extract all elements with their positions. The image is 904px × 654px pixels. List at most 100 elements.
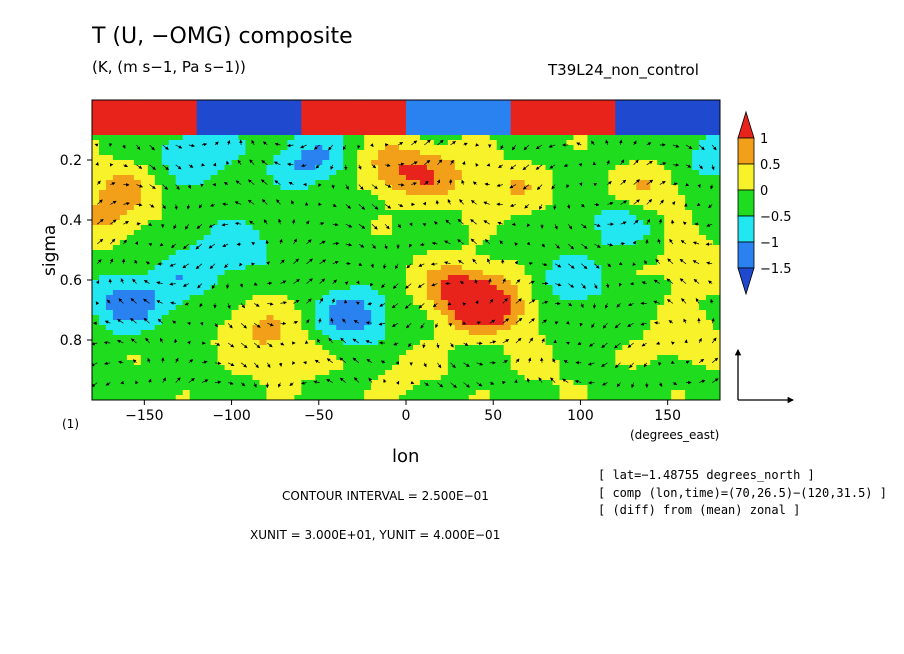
field-cell bbox=[350, 320, 358, 326]
field-cell bbox=[315, 170, 323, 176]
field-cell bbox=[531, 180, 540, 186]
field-cell bbox=[559, 295, 568, 301]
field-cell bbox=[615, 220, 623, 226]
field-cell bbox=[531, 295, 540, 301]
field-cell bbox=[350, 155, 358, 161]
field-cell bbox=[105, 315, 114, 321]
field-cell bbox=[531, 165, 540, 171]
field-cell bbox=[210, 250, 219, 256]
field-cell bbox=[175, 230, 184, 236]
field-cell bbox=[496, 295, 505, 301]
field-cell bbox=[392, 325, 400, 331]
field-cell bbox=[378, 205, 386, 211]
field-cell bbox=[412, 115, 421, 121]
field-cell bbox=[315, 350, 323, 356]
field-cell bbox=[538, 165, 547, 171]
field-cell bbox=[392, 350, 400, 356]
field-cell bbox=[580, 115, 589, 121]
field-cell bbox=[357, 365, 365, 371]
field-cell bbox=[203, 220, 212, 226]
field-cell bbox=[238, 290, 247, 296]
field-cell bbox=[175, 210, 184, 216]
field-cell bbox=[706, 190, 714, 196]
field-cell bbox=[406, 320, 414, 326]
field-cell bbox=[98, 220, 107, 226]
field-cell bbox=[175, 295, 184, 301]
field-cell bbox=[657, 365, 665, 371]
field-cell bbox=[385, 235, 393, 241]
field-cell bbox=[147, 100, 156, 106]
field-cell bbox=[112, 355, 121, 361]
field-cell bbox=[433, 240, 442, 246]
field-cell bbox=[531, 260, 540, 266]
field-cell bbox=[678, 115, 686, 121]
field-cell bbox=[475, 190, 484, 196]
field-cell bbox=[643, 120, 651, 126]
field-cell bbox=[280, 130, 288, 136]
field-cell bbox=[189, 335, 198, 341]
field-cell bbox=[92, 185, 100, 191]
field-cell bbox=[147, 195, 156, 201]
field-cell bbox=[210, 165, 219, 171]
field-cell bbox=[98, 270, 107, 276]
field-cell bbox=[280, 120, 288, 126]
field-cell bbox=[545, 355, 554, 361]
field-cell bbox=[524, 300, 533, 306]
field-cell bbox=[126, 290, 135, 296]
field-cell bbox=[440, 275, 449, 281]
field-cell bbox=[371, 345, 379, 351]
field-cell bbox=[378, 295, 386, 301]
field-cell bbox=[322, 330, 330, 336]
field-cell bbox=[252, 285, 261, 291]
field-cell bbox=[280, 235, 288, 241]
field-cell bbox=[308, 210, 316, 216]
field-cell bbox=[412, 265, 421, 271]
field-cell bbox=[336, 185, 344, 191]
field-cell bbox=[378, 120, 386, 126]
field-cell bbox=[294, 320, 302, 326]
field-cell bbox=[692, 165, 700, 171]
field-cell bbox=[685, 145, 693, 151]
field-cell bbox=[392, 335, 400, 341]
field-cell bbox=[126, 210, 135, 216]
field-cell bbox=[419, 175, 428, 181]
field-cell bbox=[454, 305, 463, 311]
field-cell bbox=[538, 305, 547, 311]
field-cell bbox=[315, 125, 323, 131]
field-cell bbox=[119, 295, 128, 301]
field-cell bbox=[426, 240, 435, 246]
field-cell bbox=[105, 170, 114, 176]
field-cell bbox=[440, 235, 449, 241]
field-cell bbox=[587, 310, 595, 316]
field-cell bbox=[587, 255, 595, 261]
field-cell bbox=[538, 215, 547, 221]
field-cell bbox=[496, 305, 505, 311]
field-cell bbox=[217, 240, 226, 246]
field-cell bbox=[168, 125, 177, 131]
field-cell bbox=[140, 360, 149, 366]
field-cell bbox=[685, 125, 693, 131]
field-cell bbox=[336, 110, 344, 116]
field-cell bbox=[412, 260, 421, 266]
field-cell bbox=[678, 235, 686, 241]
field-cell bbox=[580, 315, 589, 321]
field-cell bbox=[154, 110, 163, 116]
field-cell bbox=[461, 165, 470, 171]
field-cell bbox=[692, 180, 700, 186]
field-cell bbox=[524, 140, 533, 146]
field-cell bbox=[503, 345, 512, 351]
field-cell bbox=[566, 180, 575, 186]
field-cell bbox=[615, 245, 623, 251]
field-cell bbox=[447, 325, 456, 331]
field-cell bbox=[287, 330, 295, 336]
field-cell bbox=[622, 305, 630, 311]
field-cell bbox=[629, 210, 637, 216]
field-cell bbox=[468, 245, 477, 251]
field-cell bbox=[92, 110, 100, 116]
field-cell bbox=[406, 155, 414, 161]
field-cell bbox=[168, 235, 177, 241]
field-cell bbox=[392, 280, 400, 286]
field-cell bbox=[357, 120, 365, 126]
field-cell bbox=[231, 250, 240, 256]
field-cell bbox=[364, 335, 372, 341]
